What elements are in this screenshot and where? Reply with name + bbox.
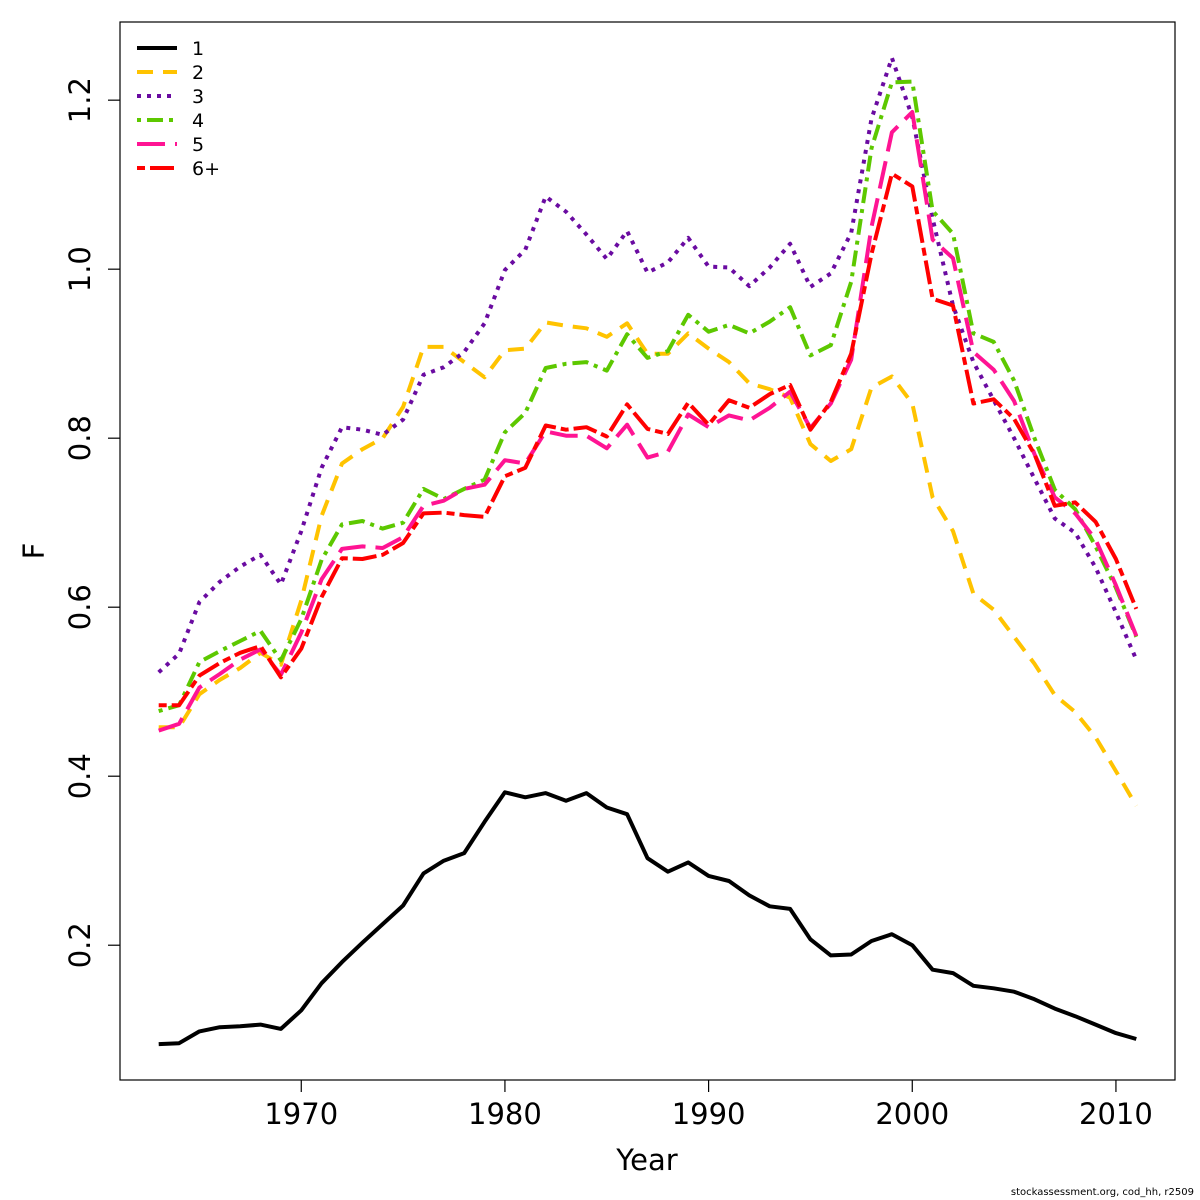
footer-credit: stockassessment.org, cod_hh, r2509 xyxy=(1010,1187,1194,1198)
y-axis-title: F xyxy=(17,543,51,560)
series-line-3 xyxy=(157,55,1139,674)
legend-label-1: 1 xyxy=(192,38,204,60)
series-line-4 xyxy=(158,79,1139,714)
legend-label-5: 5 xyxy=(192,134,204,156)
x-axis-title: Year xyxy=(615,1143,677,1177)
y-tick-label: 0.8 xyxy=(63,415,97,461)
legend-label-2: 2 xyxy=(192,62,204,84)
y-tick-label: 0.2 xyxy=(63,922,97,968)
y-tick-label: 0.4 xyxy=(63,753,97,799)
x-tick-label: 1980 xyxy=(468,1097,542,1131)
x-axis: 1970 1980 1990 2000 2010 xyxy=(264,1080,1153,1131)
legend-label-3: 3 xyxy=(192,86,204,108)
series-line-1 xyxy=(158,790,1137,1047)
y-tick-label: 0.6 xyxy=(63,584,97,630)
series-line-5 xyxy=(158,110,1139,733)
x-tick-label: 1990 xyxy=(672,1097,746,1131)
y-tick-label: 1.2 xyxy=(63,77,97,123)
plot-frame xyxy=(119,21,1176,1081)
series-layer xyxy=(157,55,1139,1047)
x-tick-label: 2000 xyxy=(875,1097,949,1131)
x-tick-label: 1970 xyxy=(264,1097,338,1131)
legend-label-6: 6+ xyxy=(192,158,220,180)
x-tick-label: 2010 xyxy=(1079,1097,1153,1131)
legend-label-4: 4 xyxy=(192,110,204,132)
y-axis: 0.2 0.4 0.6 0.8 1.0 1.2 xyxy=(63,77,120,968)
y-tick-label: 1.0 xyxy=(63,246,97,292)
series-line-6 xyxy=(158,171,1139,708)
